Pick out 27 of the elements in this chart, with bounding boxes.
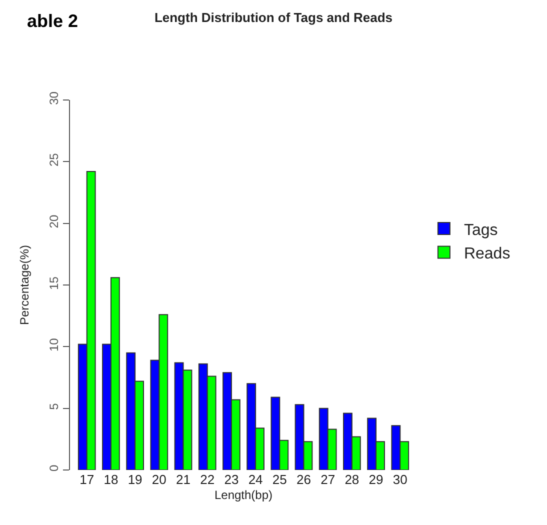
x-tick-label: 23 (224, 472, 239, 487)
y-tick-label: 30 (47, 91, 62, 105)
x-tick-label: 20 (152, 472, 166, 487)
y-tick-label: 20 (47, 214, 62, 228)
x-tick-label: 26 (296, 472, 311, 487)
x-tick-label: 28 (344, 472, 360, 487)
x-tick-label: 21 (176, 472, 190, 487)
x-tick-label: 29 (368, 472, 384, 487)
legend-label: Tags (464, 222, 498, 239)
text: able 2 (27, 11, 78, 31)
x-tick-label: 18 (104, 472, 118, 487)
x-tick-label: 19 (128, 472, 142, 487)
y-tick-label: 15 (47, 276, 62, 290)
x-tick-label: 22 (200, 472, 215, 487)
y-tick-label: 5 (47, 402, 62, 410)
x-tick-label: 25 (272, 472, 287, 487)
chart-title: Length Distribution of Tags and Reads (154, 10, 393, 26)
x-tick-label: 27 (320, 472, 336, 487)
y-tick-label: 0 (47, 464, 62, 472)
x-axis-title: Length(bp) (214, 488, 273, 502)
y-tick-label: 10 (47, 338, 62, 352)
x-tick-label: 17 (80, 472, 94, 487)
y-tick-label: 25 (47, 152, 62, 167)
x-tick-label: 30 (392, 472, 408, 487)
y-axis-title: Percentage(%) (18, 244, 32, 326)
x-tick-label: 24 (248, 472, 263, 487)
legend-label: Reads (464, 246, 510, 263)
